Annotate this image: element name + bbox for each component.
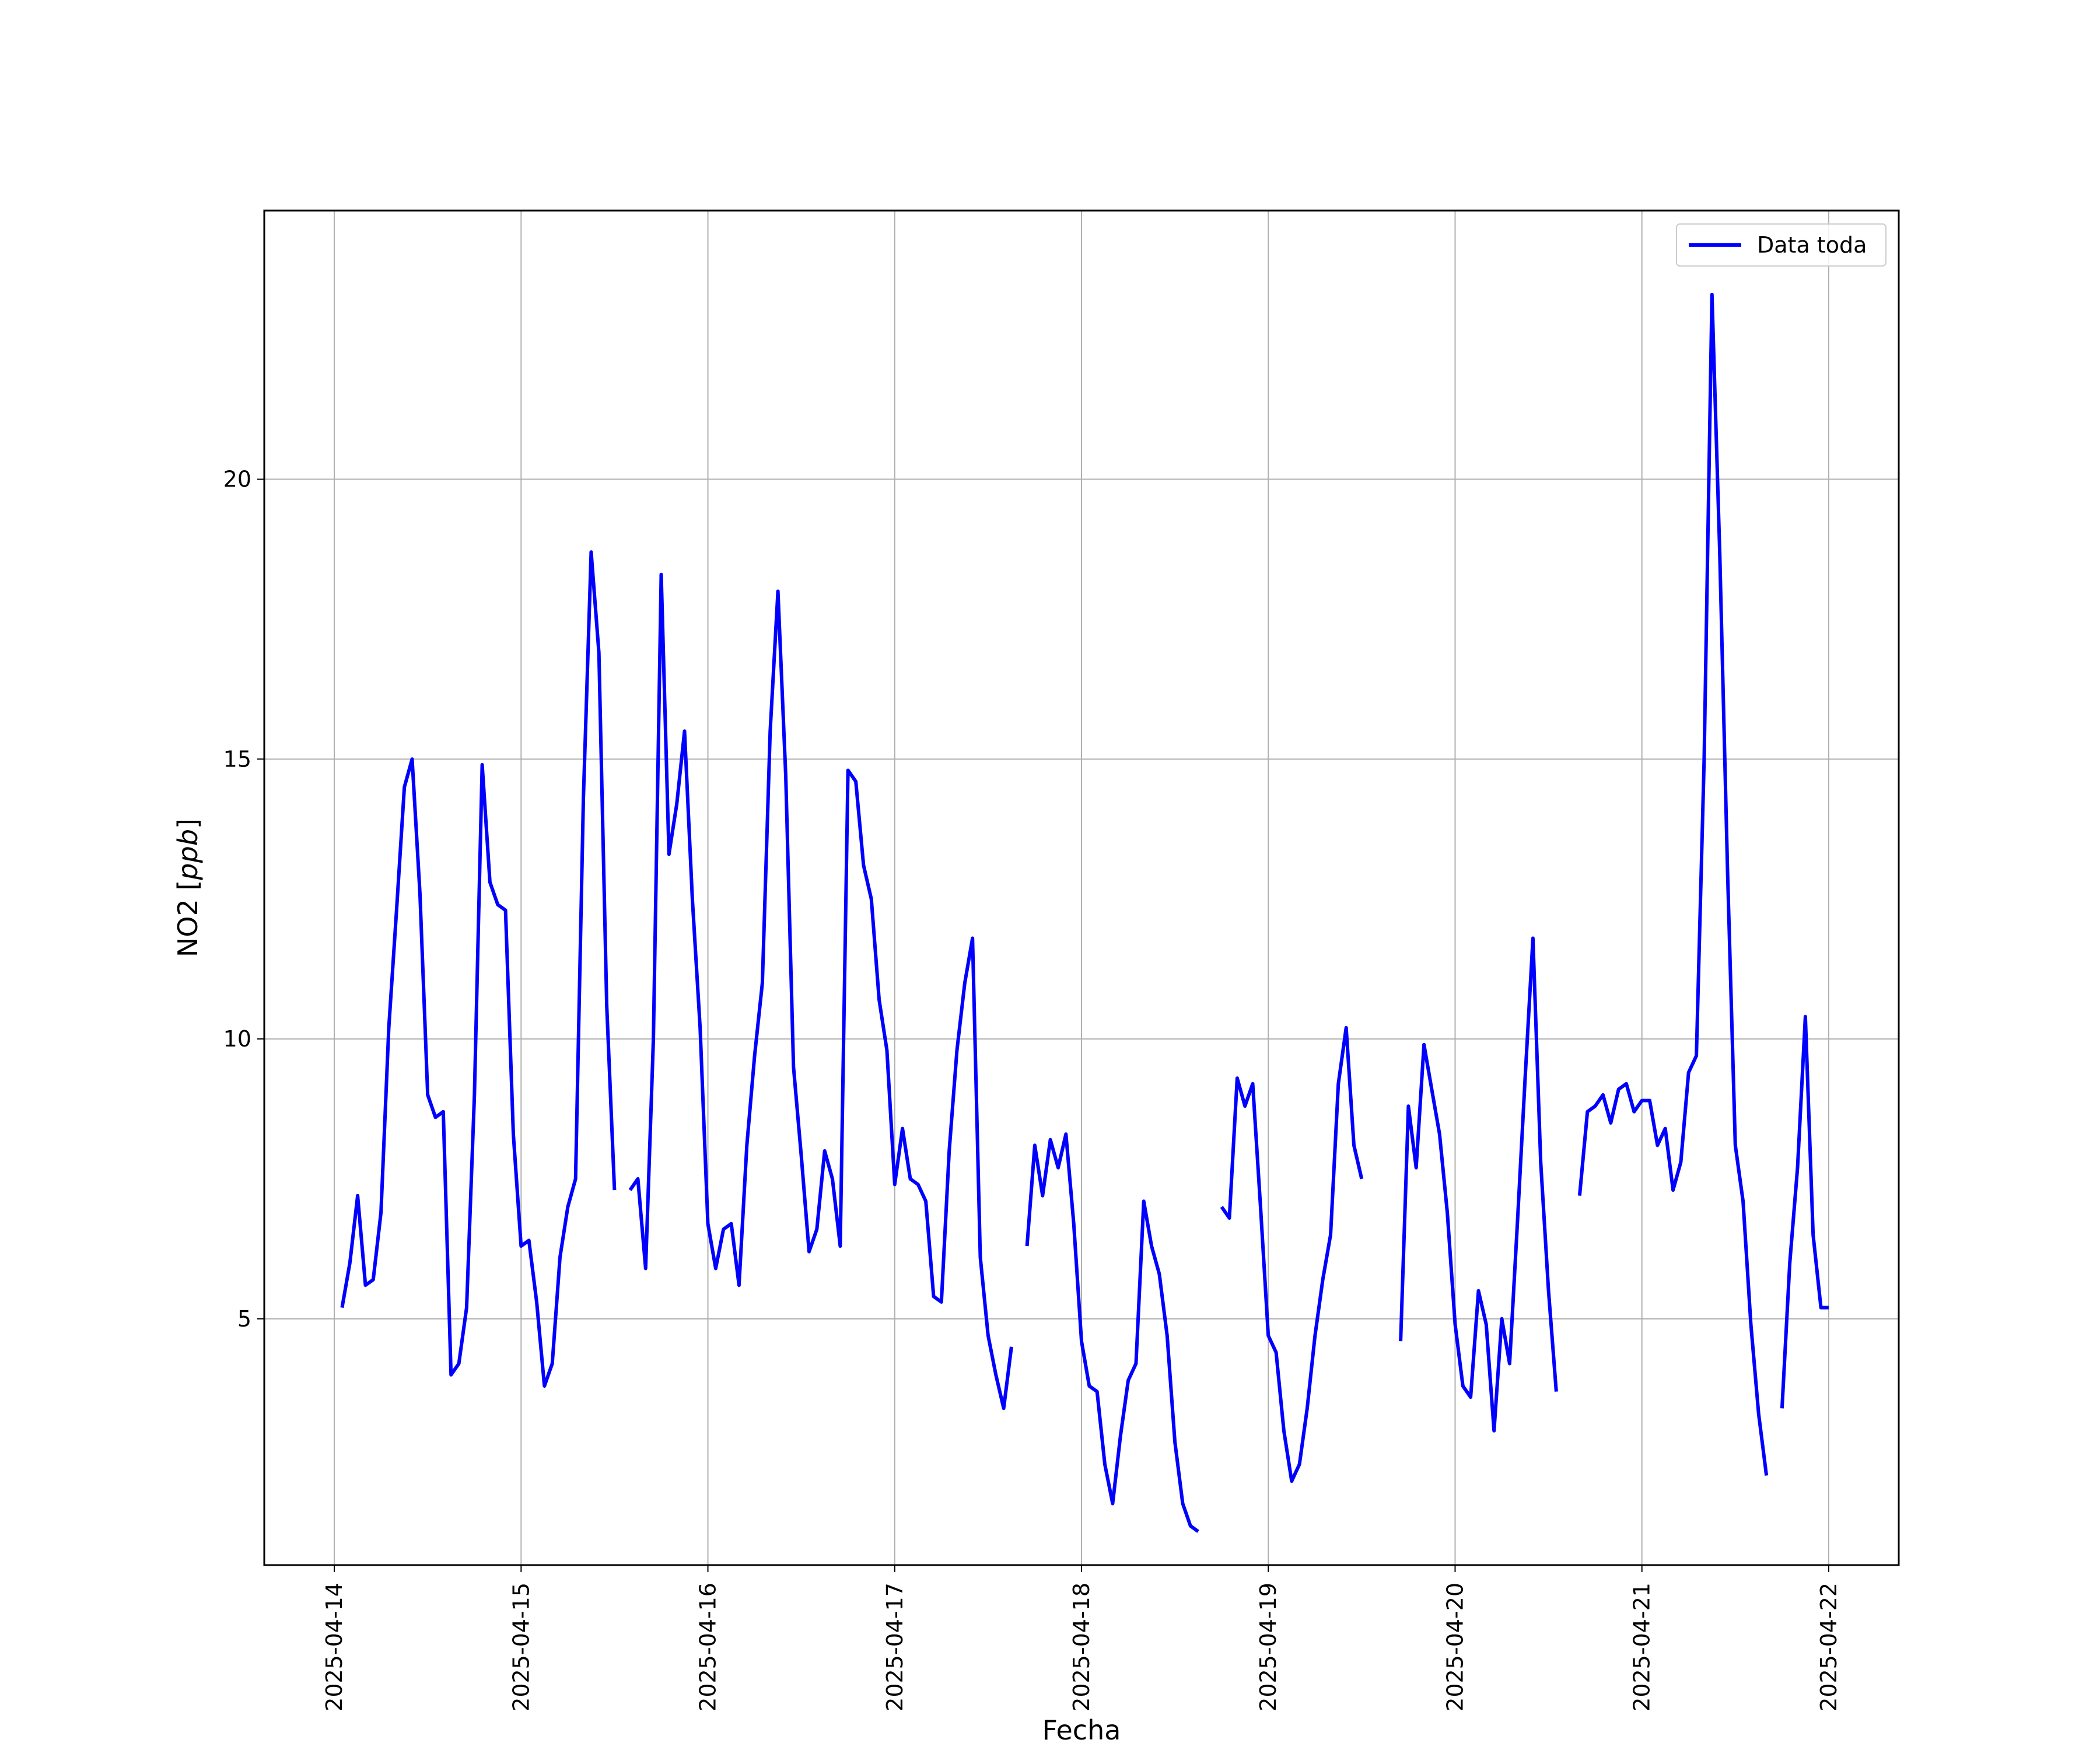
x-tick-label: 2025-04-21 — [1629, 1583, 1655, 1712]
legend-box — [1676, 223, 1887, 267]
y-axis-label-unit: ppb — [172, 829, 204, 881]
series-layer — [340, 292, 1829, 1533]
x-tick-label: 2025-04-14 — [321, 1583, 347, 1712]
legend-label: Data toda — [1757, 232, 1867, 258]
series-line-segment — [1780, 1014, 1829, 1409]
x-tick-label: 2025-04-20 — [1442, 1583, 1468, 1712]
series-line-segment — [1577, 292, 1769, 1476]
y-tick-label: 5 — [237, 1306, 251, 1332]
x-tick-label: 2025-04-22 — [1816, 1583, 1842, 1712]
series-line-segment — [1220, 1026, 1364, 1483]
y-axis-label-text: NO2 [ — [172, 880, 204, 957]
series-line-segment — [628, 572, 1013, 1410]
x-tick-label: 2025-04-17 — [882, 1583, 908, 1712]
x-tick-label: 2025-04-15 — [508, 1583, 534, 1712]
y-axis-label-bracket: ] — [172, 818, 204, 829]
axis-ticks: 2025-04-14 2025-04-15 2025-04-16 2025-04-17… — [223, 467, 1842, 1712]
y-tick-label: 20 — [223, 467, 251, 492]
series-line-segment — [340, 550, 617, 1388]
y-axis-label: NO2 [ppb] — [172, 818, 204, 957]
series-line-segment — [1025, 1132, 1199, 1533]
series-line-segment — [1399, 936, 1558, 1433]
legend: Data toda — [1676, 223, 1887, 267]
y-tick-label: 10 — [223, 1026, 251, 1052]
x-tick-label: 2025-04-19 — [1255, 1583, 1281, 1712]
y-tick-label: 15 — [223, 746, 251, 772]
x-axis-label: Fecha — [1042, 1714, 1121, 1746]
x-tick-label: 2025-04-16 — [695, 1583, 721, 1712]
x-tick-label: 2025-04-18 — [1069, 1583, 1094, 1712]
